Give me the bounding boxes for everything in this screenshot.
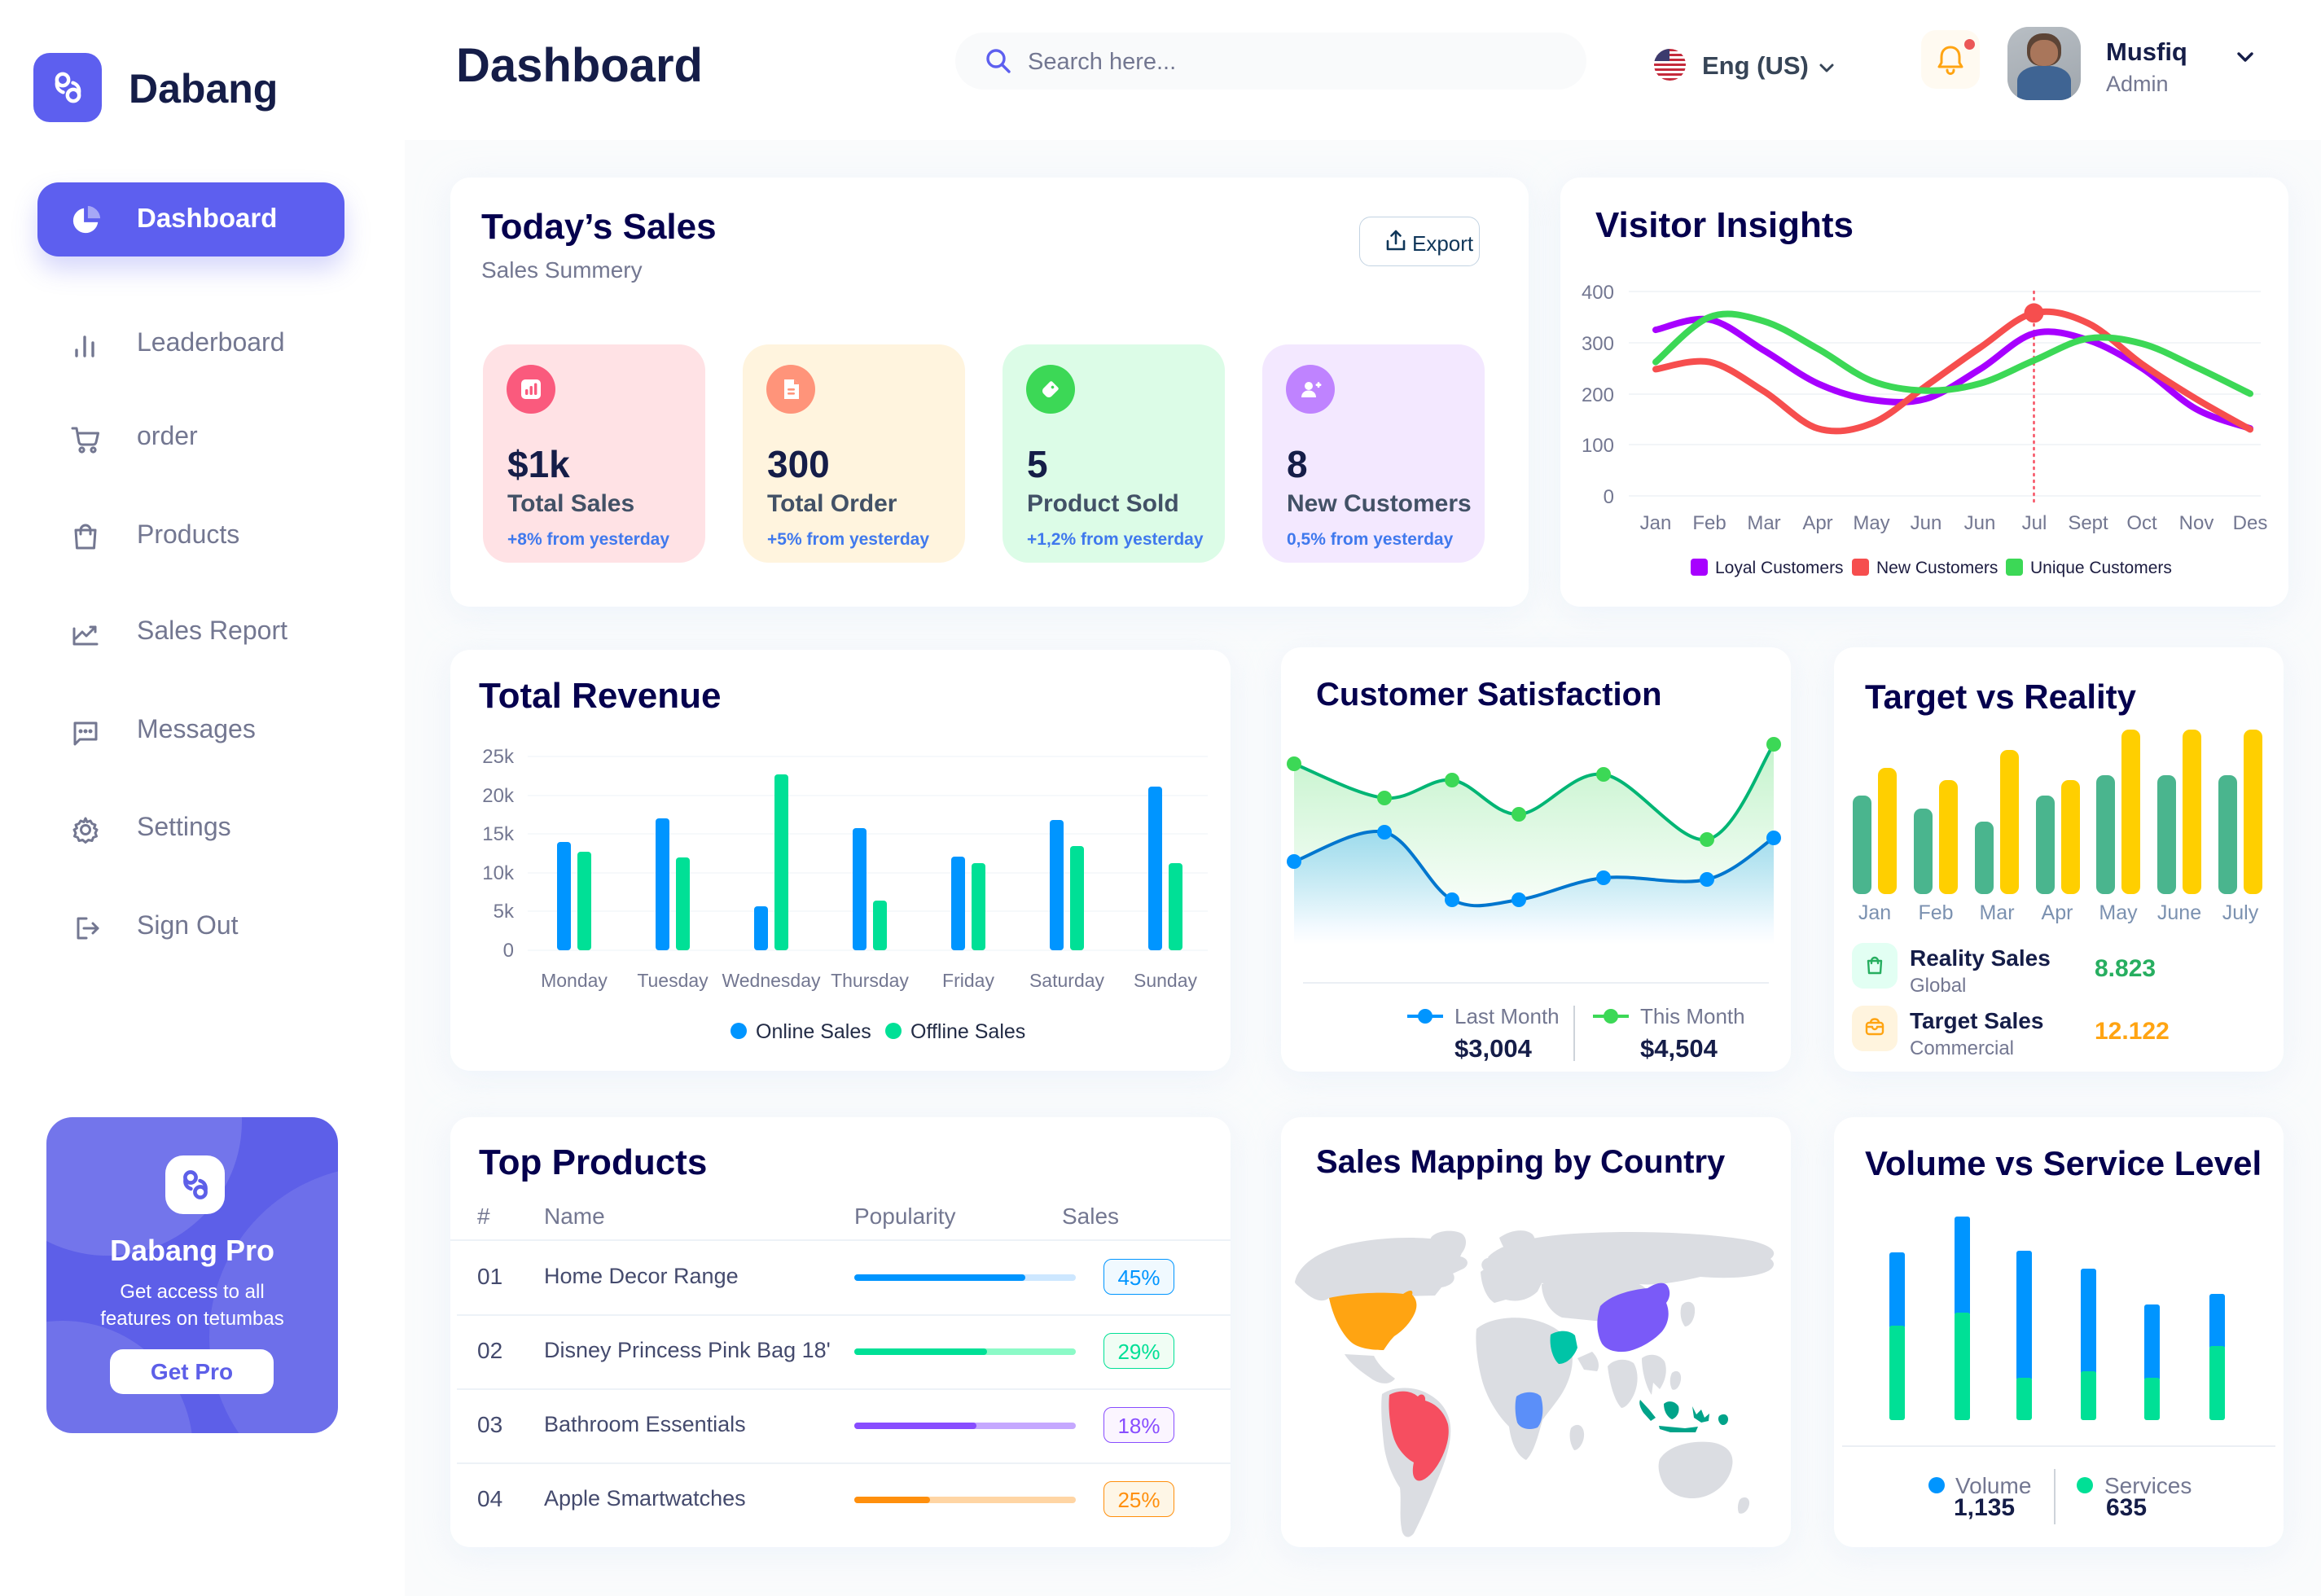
svg-text:Jul: Jul [2022,512,2047,534]
svg-text:May: May [2099,901,2138,924]
svg-text:Apr: Apr [2042,901,2073,924]
svg-text:20k: 20k [482,785,515,807]
svg-text:10k: 10k [482,862,515,884]
svg-text:Jan: Jan [1640,512,1672,534]
svg-text:1,135: 1,135 [1954,1494,2015,1521]
svg-text:Tuesday: Tuesday [637,970,709,991]
svg-text:Sunday: Sunday [1134,970,1198,991]
svg-text:Feb: Feb [1918,901,1953,924]
svg-text:Nov: Nov [2179,512,2214,534]
svg-text:Services: Services [2104,1473,2192,1498]
svg-text:This Month: This Month [1640,1004,1745,1028]
svg-text:Offline Sales: Offline Sales [910,1020,1025,1043]
svg-text:Wednesday: Wednesday [722,970,821,991]
svg-text:25k: 25k [482,746,515,768]
svg-text:Loyal Customers: Loyal Customers [1715,559,1844,577]
svg-text:15k: 15k [482,823,515,845]
svg-text:June: June [2157,901,2201,924]
svg-text:200: 200 [1582,384,1614,406]
svg-text:0: 0 [503,940,514,962]
svg-text:Friday: Friday [942,970,994,991]
svg-text:Unique Customers: Unique Customers [2030,559,2172,577]
svg-text:Jun: Jun [1964,512,1996,534]
svg-text:Monday: Monday [541,970,608,991]
svg-text:May: May [1853,512,1889,534]
svg-text:100: 100 [1582,435,1614,457]
svg-text:$4,504: $4,504 [1640,1034,1718,1063]
svg-text:Oct: Oct [2126,512,2157,534]
svg-text:400: 400 [1582,282,1614,304]
svg-text:5k: 5k [494,901,515,923]
svg-text:Jun: Jun [1911,512,1942,534]
svg-text:New Customers: New Customers [1876,559,1998,577]
svg-text:Apr: Apr [1802,512,1832,534]
svg-text:300: 300 [1582,333,1614,355]
svg-text:Mar: Mar [1747,512,1780,534]
svg-text:Last Month: Last Month [1454,1004,1560,1028]
svg-text:July: July [2222,901,2259,924]
svg-text:Online Sales: Online Sales [756,1020,871,1043]
svg-text:Feb: Feb [1692,512,1726,534]
svg-text:Des: Des [2233,512,2268,534]
svg-text:Jan: Jan [1858,901,1891,924]
svg-text:$3,004: $3,004 [1454,1034,1533,1063]
svg-text:635: 635 [2106,1494,2147,1521]
svg-text:Saturday: Saturday [1029,970,1105,991]
svg-text:0: 0 [1604,486,1614,508]
svg-text:Thursday: Thursday [831,970,909,991]
svg-text:Volume: Volume [1955,1473,2031,1498]
svg-text:Mar: Mar [1979,901,2014,924]
svg-text:Sept: Sept [2068,512,2108,534]
